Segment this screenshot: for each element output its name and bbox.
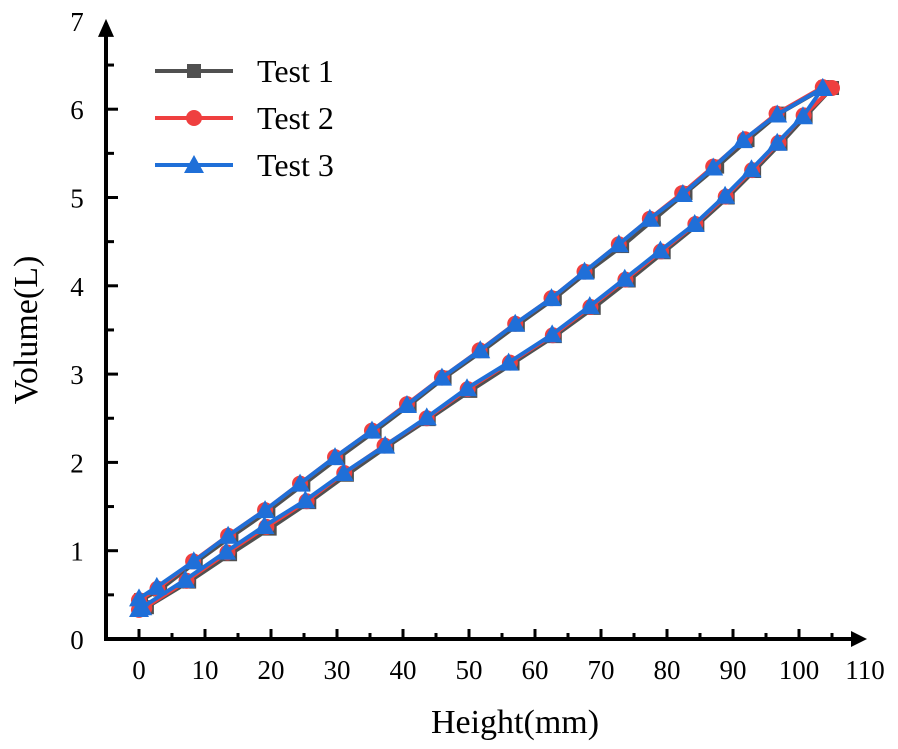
y-tick-label: 4 [70, 272, 84, 302]
data-point [325, 447, 346, 466]
data-point [146, 576, 167, 595]
data-point [715, 185, 736, 204]
data-point [684, 213, 705, 232]
data-point [732, 130, 753, 149]
legend-label: Test 2 [257, 100, 334, 136]
data-point [333, 462, 354, 481]
legend-item: Test 1 [155, 53, 334, 89]
legend-square-icon [187, 64, 201, 78]
data-point [579, 296, 600, 315]
x-tick-label: 50 [456, 655, 483, 685]
x-axis-arrow-icon [851, 631, 867, 647]
legend-label: Test 1 [257, 53, 334, 89]
y-axis-arrow-icon [98, 18, 114, 37]
data-point [498, 352, 519, 371]
data-point [703, 157, 724, 176]
data-point [574, 261, 595, 280]
data-point [218, 525, 239, 544]
x-tick-label: 70 [588, 655, 615, 685]
y-ticks: 0 1 2 3 4 5 6 7 [70, 7, 118, 655]
x-axis-title: Height(mm) [431, 704, 599, 741]
data-point [361, 420, 382, 439]
y-tick-label: 2 [70, 448, 84, 478]
data-point [295, 490, 316, 509]
data-point [608, 234, 629, 253]
x-tick-label: 10 [192, 655, 219, 685]
x-ticks: 0 10 20 30 40 50 60 70 80 90 100 110 [132, 629, 885, 685]
data-point [183, 551, 204, 570]
x-tick-label: 30 [324, 655, 351, 685]
x-tick-label: 80 [654, 655, 681, 685]
x-tick-label: 60 [522, 655, 549, 685]
data-point [416, 407, 437, 426]
data-point [614, 268, 635, 287]
data-point [431, 367, 452, 386]
data-point [542, 324, 563, 343]
y-tick-label: 1 [70, 537, 84, 567]
data-point [505, 313, 526, 332]
data-point [767, 104, 788, 123]
y-tick-label: 7 [70, 7, 84, 37]
y-tick-label: 0 [70, 625, 84, 655]
x-tick-label: 90 [720, 655, 747, 685]
y-tick-label: 3 [70, 360, 84, 390]
y-tick-label: 5 [70, 184, 84, 214]
data-point [216, 541, 237, 560]
data-point [175, 569, 196, 588]
legend: Test 1 Test 2 Test 3 [155, 53, 334, 183]
data-point [375, 435, 396, 454]
data-point [672, 183, 693, 202]
x-tick-label: 100 [779, 655, 820, 685]
data-point [290, 473, 311, 492]
x-tick-label: 110 [845, 655, 885, 685]
x-tick-label: 0 [132, 655, 146, 685]
x-tick-label: 40 [390, 655, 417, 685]
data-point [255, 500, 276, 519]
series-3 [129, 78, 833, 617]
legend-label: Test 3 [257, 147, 334, 183]
data-point [767, 132, 788, 151]
legend-circle-icon [186, 110, 202, 126]
axes: 0 10 20 30 40 50 60 70 80 90 100 110 0 1 2 3 4 5 6 7 [70, 7, 885, 685]
data-point [457, 378, 478, 397]
legend-item: Test 3 [155, 147, 334, 183]
data-point [254, 515, 275, 534]
data-point [812, 78, 833, 97]
legend-item: Test 2 [155, 100, 334, 136]
data-point [129, 588, 149, 607]
data-point [470, 340, 491, 359]
series-layer [129, 78, 840, 618]
data-point [396, 395, 417, 414]
data-point [650, 240, 671, 259]
legend-triangle-icon [184, 155, 204, 173]
data-point [792, 106, 813, 125]
data-point [741, 159, 762, 178]
y-tick-label: 6 [70, 95, 84, 125]
y-axis-title: Volume(L) [8, 256, 45, 405]
data-point [541, 288, 562, 307]
x-tick-label: 20 [258, 655, 285, 685]
data-point [639, 208, 660, 227]
